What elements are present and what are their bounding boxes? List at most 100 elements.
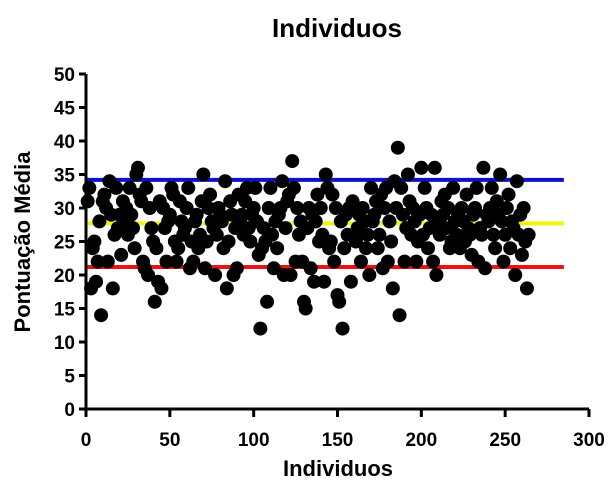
data-point [385,281,400,296]
data-point [308,214,323,229]
data-point [265,227,280,242]
data-point [481,214,496,229]
data-point [285,154,300,169]
x-ticks: 0 50 100 150 200 250 300 [81,409,605,451]
data-point [362,268,377,282]
data-point [177,221,192,236]
data-point [394,180,409,195]
data-point [307,274,322,289]
data-point [499,201,514,215]
x-tick-label: 250 [489,430,521,451]
data-point [270,241,285,256]
data-point [355,201,370,215]
data-point [409,254,424,269]
data-point [377,201,392,215]
data-point [122,180,137,195]
data-point [149,241,164,256]
data-point [345,194,360,209]
data-point [92,214,107,229]
data-point [364,180,379,195]
data-point [514,247,529,262]
y-tick-label: 10 [54,333,75,354]
x-tick-label: 150 [322,430,354,451]
y-tick-label: 15 [54,300,76,321]
data-point [317,274,332,289]
data-point [426,254,441,269]
x-tick-label: 50 [159,430,180,451]
data-point [313,201,328,215]
data-point [353,254,368,269]
data-point [516,201,531,215]
data-point [318,167,333,182]
data-point [144,221,159,236]
data-point [179,201,194,215]
data-point [203,187,218,202]
data-point [97,187,112,202]
data-point [429,268,444,282]
data-point [229,261,244,276]
data-point [484,180,499,195]
data-point [261,201,276,215]
data-point [208,268,223,282]
data-point [303,261,318,276]
data-point [469,180,484,195]
data-point [488,241,503,256]
x-tick-label: 0 [81,430,92,451]
data-point [454,201,469,215]
data-point [219,281,234,296]
data-point [360,227,375,242]
y-ticks: 0 5 10 15 20 25 30 35 40 45 50 [54,65,86,421]
y-tick-label: 40 [54,132,75,153]
data-point [218,174,233,189]
data-point [489,194,504,209]
y-tick-label: 25 [54,233,76,254]
data-point [199,234,214,249]
data-point [109,180,124,195]
data-point [367,207,382,222]
data-point [421,241,436,256]
data-point [298,301,313,316]
data-point [400,167,415,182]
data-point [359,241,374,256]
data-point [474,227,489,242]
data-point [89,274,104,289]
data-point [246,201,261,215]
data-point [159,254,174,269]
x-axis-label: Individuos [283,456,393,481]
data-point [446,180,461,195]
y-tick-label: 45 [54,99,76,120]
data-point [325,187,340,202]
data-point [380,254,395,269]
data-point [171,241,186,256]
data-point [248,180,263,195]
data-point [335,321,350,336]
data-point [125,221,140,236]
data-point [310,187,325,202]
data-point [286,180,301,195]
data-point [87,234,102,249]
data-point [139,180,154,195]
data-point [503,241,518,256]
y-tick-label: 0 [64,400,75,421]
data-point [332,294,347,309]
data-point [154,281,169,296]
data-point [501,187,516,202]
data-point [209,227,224,242]
data-point [142,201,157,215]
data-point [441,201,456,215]
data-point [348,234,363,249]
data-point [496,254,511,269]
data-point [201,201,216,215]
data-point [141,268,156,282]
data-point [414,160,429,175]
data-point [186,254,201,269]
data-point [94,308,109,323]
x-tick-label: 100 [238,430,270,451]
data-point [486,227,501,242]
data-point [130,160,145,175]
data-point [105,281,120,296]
data-point [214,214,229,229]
data-point [382,214,397,229]
data-point [493,167,508,182]
